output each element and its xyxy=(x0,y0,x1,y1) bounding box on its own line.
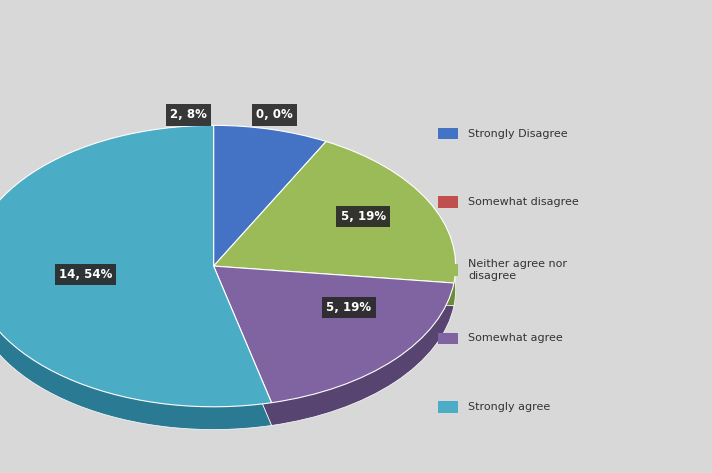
Text: Somewhat agree: Somewhat agree xyxy=(468,333,563,343)
Text: Neither agree nor
disagree: Neither agree nor disagree xyxy=(468,259,567,281)
FancyBboxPatch shape xyxy=(438,128,458,140)
FancyBboxPatch shape xyxy=(438,401,458,412)
Text: 14, 54%: 14, 54% xyxy=(59,268,112,281)
FancyBboxPatch shape xyxy=(438,333,458,344)
Text: 2, 8%: 2, 8% xyxy=(170,108,207,122)
Text: 5, 19%: 5, 19% xyxy=(326,301,372,314)
Wedge shape xyxy=(0,148,271,429)
Wedge shape xyxy=(0,125,271,407)
Wedge shape xyxy=(214,289,454,425)
Wedge shape xyxy=(214,141,456,283)
Wedge shape xyxy=(214,148,326,289)
Text: Strongly agree: Strongly agree xyxy=(468,402,551,412)
Text: Somewhat disagree: Somewhat disagree xyxy=(468,197,580,207)
Text: 0, 0%: 0, 0% xyxy=(256,108,293,122)
Text: Strongly Disagree: Strongly Disagree xyxy=(468,129,568,139)
Text: 5, 19%: 5, 19% xyxy=(340,210,386,223)
FancyBboxPatch shape xyxy=(438,196,458,208)
Wedge shape xyxy=(214,266,454,403)
Wedge shape xyxy=(214,125,326,266)
FancyBboxPatch shape xyxy=(438,264,458,276)
Wedge shape xyxy=(214,164,456,306)
